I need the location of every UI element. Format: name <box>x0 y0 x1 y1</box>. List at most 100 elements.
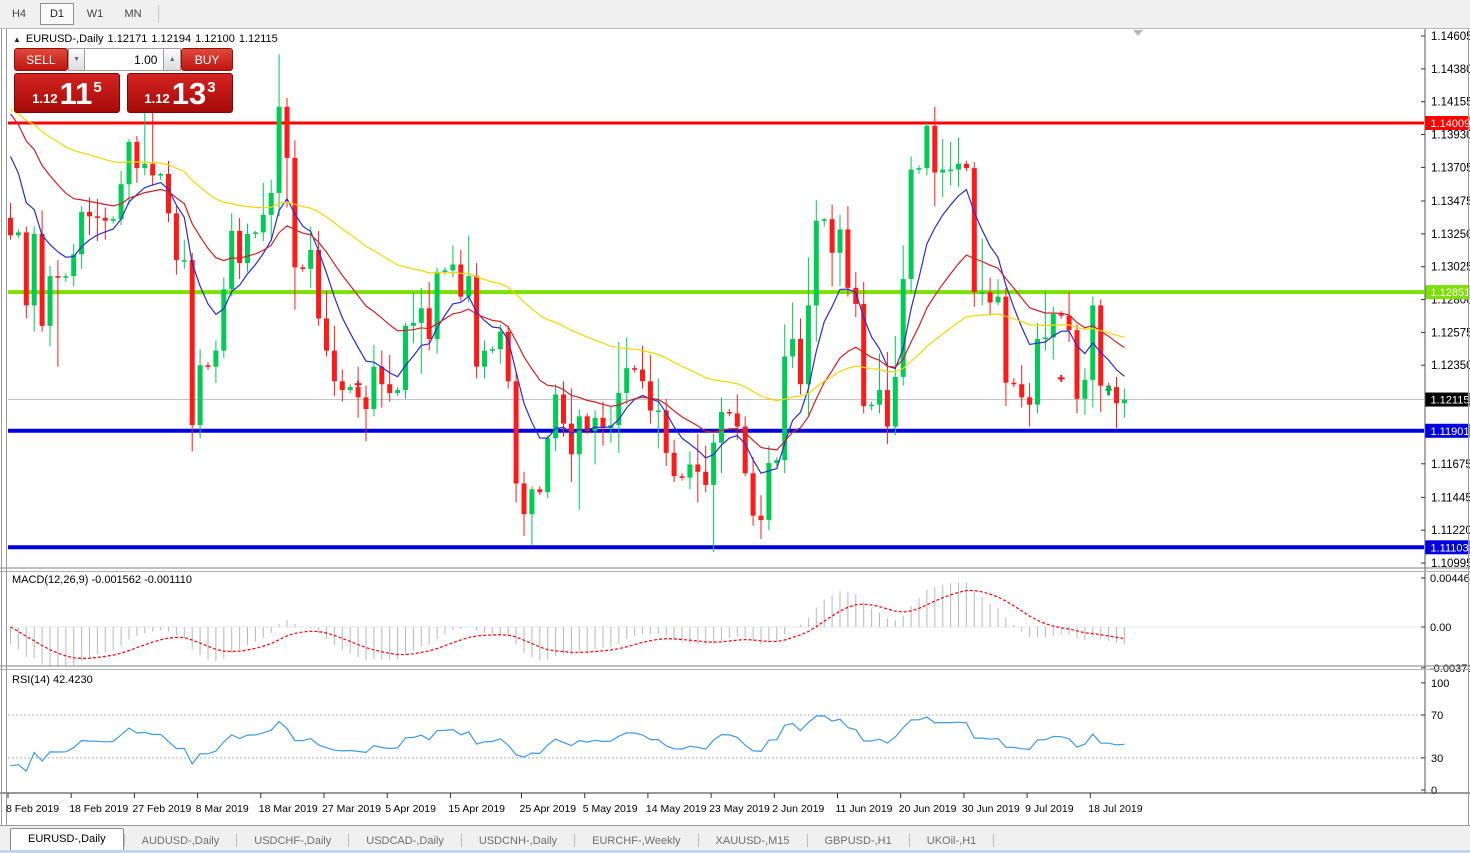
timeframe-button-h4[interactable]: H4 <box>11 8 27 20</box>
date-label: 5 Apr 2019 <box>385 803 436 815</box>
candle <box>1082 379 1088 399</box>
axis-label: 1.11220 <box>1431 525 1470 537</box>
axis-label: 1.14155 <box>1431 97 1470 109</box>
candle <box>284 106 290 158</box>
candle <box>181 260 187 262</box>
candle <box>576 416 582 455</box>
date-label: 23 May 2019 <box>709 803 770 815</box>
candle <box>71 254 77 277</box>
candle <box>1019 384 1025 398</box>
chart-tab-ukoil-h1[interactable]: UKOil-,H1 <box>926 835 977 847</box>
date-label: 14 May 2019 <box>646 803 707 815</box>
candle <box>640 369 645 382</box>
candle <box>734 413 740 427</box>
candle <box>545 438 551 493</box>
candle <box>774 460 780 464</box>
volume-decrease-button[interactable]: ▼ <box>67 48 86 71</box>
candle <box>379 366 385 385</box>
chart-shift-icon[interactable] <box>1133 30 1143 36</box>
candle <box>703 471 709 485</box>
ohlc-close: 1.12115 <box>238 33 278 45</box>
macd-signal-line <box>10 589 1125 660</box>
candle <box>979 292 985 294</box>
axis-label: 1.14009 <box>1431 118 1470 130</box>
chart-tab-audusd-daily[interactable]: AUDUSD-,Daily <box>141 835 220 847</box>
rsi-line <box>10 715 1125 773</box>
trade-markers <box>354 374 1113 396</box>
tab-separator <box>908 834 910 847</box>
collapse-ohlc-icon[interactable]: ▲ <box>13 35 21 44</box>
axis-label: 0.004465 <box>1430 573 1470 585</box>
timeframe-button-d1[interactable]: D1 <box>40 3 74 25</box>
candle <box>1066 315 1072 331</box>
candle <box>118 184 124 220</box>
horizontal-lines <box>8 121 1424 550</box>
candle <box>647 381 653 411</box>
chart-tab-usdcnh-daily[interactable]: USDCNH-,Daily <box>478 835 558 847</box>
chart-tab-eurusd-daily[interactable]: EURUSD-,Daily <box>10 828 124 851</box>
candle <box>742 426 748 474</box>
price-badge <box>1425 116 1470 131</box>
chart-tab-eurchf-weekly[interactable]: EURCHF-,Weekly <box>592 835 681 847</box>
date-label: 15 Apr 2019 <box>448 803 505 815</box>
candle <box>395 390 401 393</box>
candle <box>442 270 448 272</box>
date-label: 18 Jul 2019 <box>1088 803 1142 815</box>
axis-label: 1.13705 <box>1431 162 1470 174</box>
chart-tab-gbpusd-h1[interactable]: GBPUSD-,H1 <box>824 835 892 847</box>
chart-tab-usdchf-daily[interactable]: USDCHF-,Daily <box>254 835 332 847</box>
buy-price-panel[interactable]: 1.12 13 3 <box>127 73 233 113</box>
candle <box>229 230 235 290</box>
sell-price-panel[interactable]: 1.12 11 5 <box>14 73 120 113</box>
candle <box>87 211 92 217</box>
ma-8-line <box>9 156 1125 474</box>
price-badge <box>1425 392 1470 407</box>
macd-indicator <box>8 582 1424 666</box>
price-badge <box>1425 423 1470 438</box>
ohlc-high: 1.12194 <box>151 33 192 45</box>
date-label: 30 Jun 2019 <box>962 803 1020 815</box>
candle <box>632 368 638 370</box>
tab-separator <box>460 834 462 847</box>
axis-label: 100 <box>1431 678 1449 690</box>
candle <box>158 173 164 176</box>
axis-label: 1.11445 <box>1431 492 1470 504</box>
candle <box>142 163 148 169</box>
timeframe-toolbar: H4 D1 W1 MN <box>0 0 1470 29</box>
candle <box>845 229 851 288</box>
timeframe-button-mn[interactable]: MN <box>124 8 142 20</box>
date-label: 2 Jun 2019 <box>772 803 824 815</box>
date-label: 25 Apr 2019 <box>520 803 577 815</box>
volume-increase-button[interactable]: ▲ <box>163 48 182 71</box>
candle <box>237 230 243 264</box>
timeframe-button-w1[interactable]: W1 <box>86 8 104 20</box>
candle <box>671 452 677 477</box>
buy-button[interactable]: BUY <box>181 48 233 71</box>
date-label: 27 Mar 2019 <box>322 803 381 815</box>
candle <box>529 489 535 515</box>
axis-label: 1.11901 <box>1431 426 1470 438</box>
axis-label: 1.11103 <box>1431 542 1469 554</box>
ohlc-low: 1.12100 <box>195 33 235 45</box>
candle <box>798 338 803 385</box>
candle <box>55 276 61 278</box>
candle <box>790 338 796 357</box>
candle <box>268 192 274 215</box>
rsi-name: RSI(14) <box>12 674 50 686</box>
candle <box>948 169 954 172</box>
candle <box>1050 314 1056 338</box>
sell-button[interactable]: SELL <box>14 48 68 71</box>
date-axis: 8 Feb 2019 18 Feb 2019 27 Feb 2019 8 Mar 20… <box>6 793 1143 815</box>
candle <box>869 404 875 407</box>
buy-price-prefix: 1.12 <box>144 91 170 106</box>
candle <box>355 387 361 398</box>
candle <box>23 232 29 306</box>
volume-input[interactable] <box>85 48 164 71</box>
chart-tab-usdcad-daily[interactable]: USDCAD-,Daily <box>366 835 444 847</box>
candle <box>505 331 511 382</box>
date-label: 8 Mar 2019 <box>196 803 249 815</box>
chart-tab-xauusd-m15[interactable]: XAUUSD-,M15 <box>715 835 790 847</box>
candle <box>932 125 938 173</box>
